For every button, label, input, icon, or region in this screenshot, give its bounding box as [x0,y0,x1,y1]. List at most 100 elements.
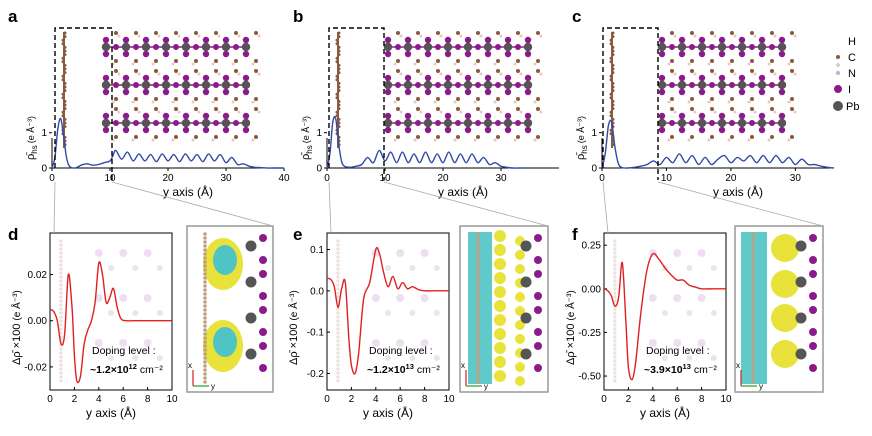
carbon-atom [609,92,613,96]
legend-c-label: C [848,52,856,64]
inset-carbon-atom [751,292,755,296]
doping-value: ~3.9×1013 cm⁻² [644,362,717,376]
organic-atom [114,107,118,111]
i-atom [233,120,239,126]
isosurface-yellow [494,230,506,242]
organic-atom [787,100,791,104]
bg-carbon-atom [613,299,617,303]
bg-carbon-atom [59,247,63,251]
isosurface-yellow [515,292,525,302]
i-atom [455,120,461,126]
inset-carbon-atom [751,372,755,376]
organic-atom [234,31,238,35]
pb-atom [737,42,747,52]
i-atom [729,120,735,126]
organic-atom [670,135,674,139]
inset-carbon-atom [476,244,480,248]
organic-atom [519,72,523,76]
bg-carbon-atom [59,371,63,375]
organic-atom [436,59,440,63]
organic-atom [499,72,503,76]
bg-carbon-atom [336,347,340,351]
bg-carbon-atom [336,307,340,311]
organic-atom [730,97,734,101]
bg-carbon-atom [59,267,63,271]
legend-h-label: H [848,36,856,48]
bg-carbon-atom [336,243,340,247]
organic-atom [787,138,791,142]
organic-atom [416,69,420,73]
bg-carbon-atom [613,363,617,367]
i-atom [435,120,441,126]
inset-pb-atom [520,312,532,324]
organic-atom [117,34,121,38]
carbon-atom [337,81,341,85]
top-x-tick-label: 30 [790,173,802,184]
bg-carbon-atom [59,239,63,243]
perovskite-structure-b [383,31,543,142]
organic-atom [476,69,480,73]
inset-carbon-atom [476,364,480,368]
organic-atom [670,97,674,101]
organic-atom [730,59,734,63]
inset-carbon-atom [476,292,480,296]
panel-label-e: e [293,225,302,244]
organic-atom [436,135,440,139]
inset-carbon-atom [751,364,755,368]
bottom-y-tick-label: 0.1 [310,245,324,256]
inset-carbon-atom [751,288,755,292]
carbon-atom [61,96,65,100]
organic-atom [456,59,460,63]
bg-carbon-atom [613,343,617,347]
i-atom [484,36,492,44]
i-atom [698,88,706,96]
bg-iodine-atom [371,249,380,257]
i-atom [504,88,512,96]
top-x-tick-label: 20 [437,173,449,184]
organic-atom [134,97,138,101]
organic-atom [693,110,697,114]
i-atom [242,88,250,96]
i-atom [102,126,110,134]
organic-atom [214,59,218,63]
atom-legend: H C N I Pb [833,36,859,113]
carbon-atom [609,110,613,114]
inset-carbon-atom [476,256,480,260]
doping-exponent: 12 [129,362,137,371]
organic-atom [191,138,195,142]
pb-atom [757,80,767,90]
bg-carbon-atom [613,359,617,363]
organic-atom [419,34,423,38]
inset-carbon-atom [476,376,480,380]
carbon-atom [611,81,615,85]
bg-iodine-atom [94,339,103,347]
doping-unit: cm⁻² [417,364,441,376]
inset-carbon-atom [203,280,207,284]
i-atom [142,36,150,44]
i-atom [495,82,501,88]
bg-lead-atom [385,355,391,361]
inset-carbon-atom [751,360,755,364]
top-y-label-sub: hs [305,145,314,153]
bg-carbon-atom [613,259,617,263]
inset-i-atom [534,306,542,314]
organic-atom [217,72,221,76]
bg-iodine-atom [143,339,152,347]
inset-carbon-atom [476,380,480,384]
axis-glyph-x-label: x [736,361,740,370]
organic-atom [519,110,523,114]
organic-atom [713,34,717,38]
carbon-atom [337,99,341,103]
i-atom [709,82,715,88]
carbon-atom [63,103,67,107]
bg-carbon-atom [59,279,63,283]
inset-carbon-atom [203,240,207,244]
bg-carbon-atom [336,287,340,291]
doping-value: ~1.2×1012 cm⁻² [90,362,163,376]
i-atom [242,112,250,120]
bg-lead-atom [686,355,693,361]
bottom-y-tick-label: -0.02 [24,362,47,373]
top-x-tick-label: 30 [220,173,232,184]
i-atom [738,74,746,82]
